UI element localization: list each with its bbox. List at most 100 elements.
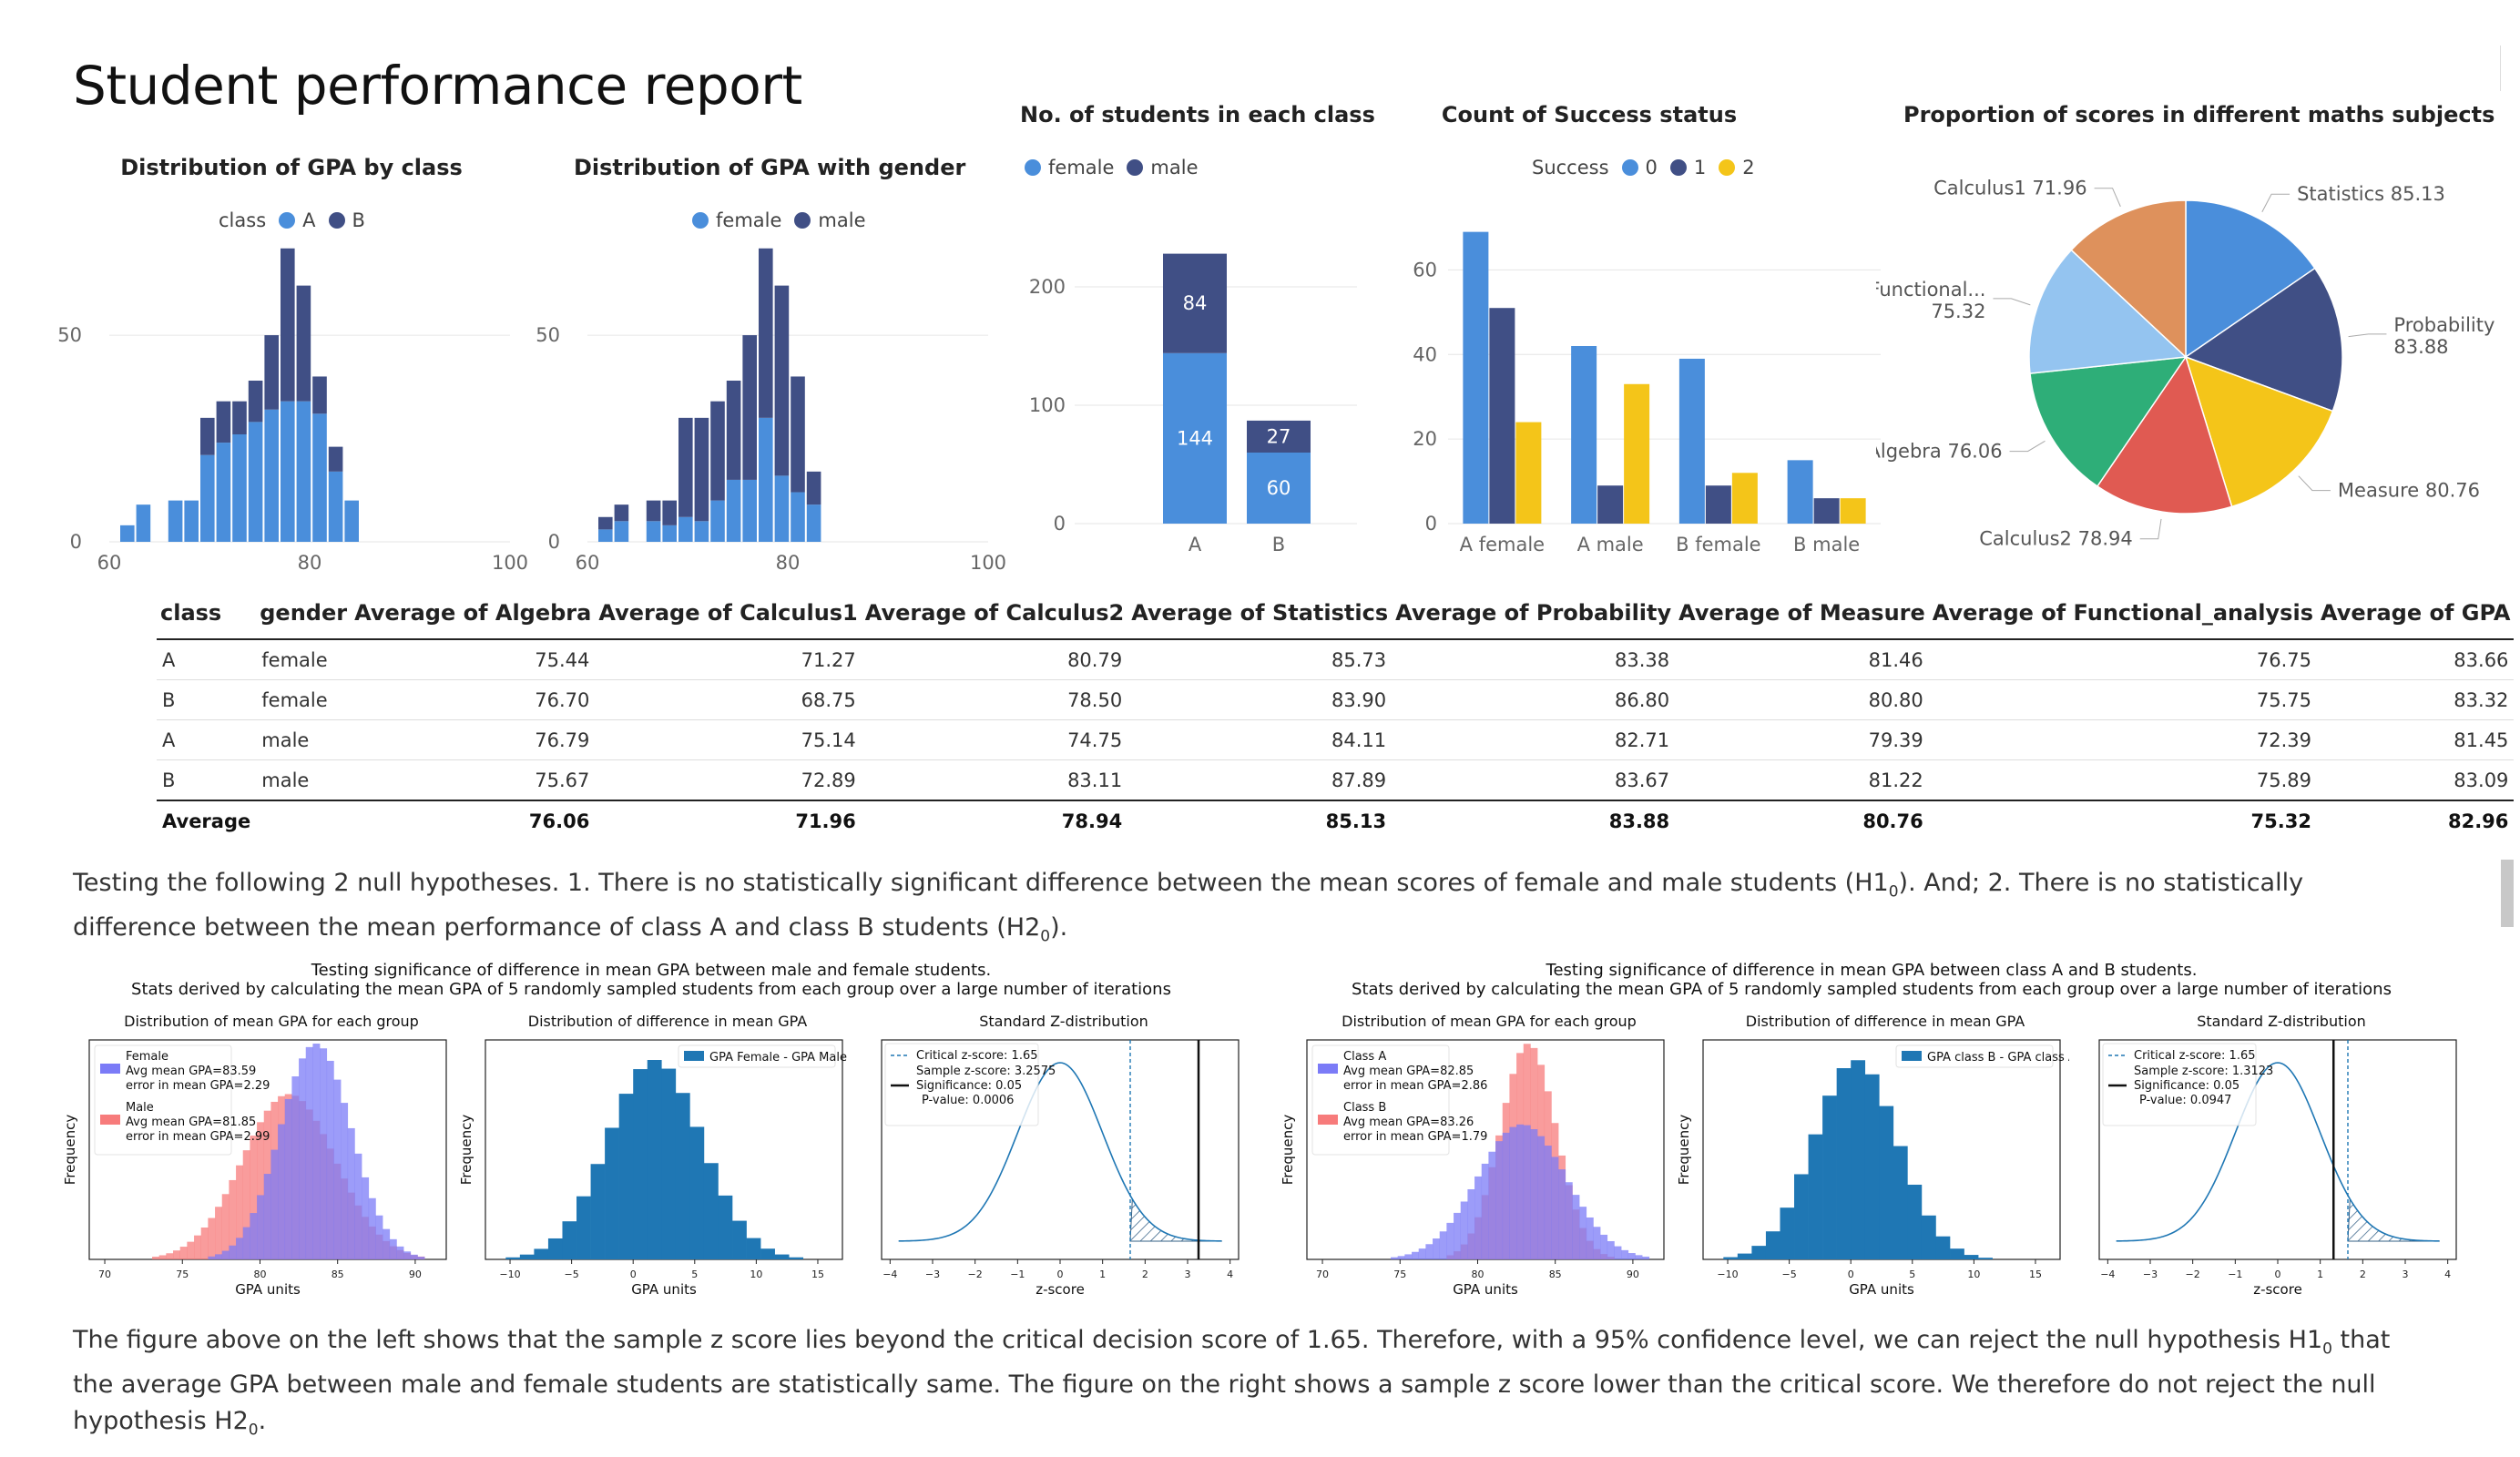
legend-item-female[interactable]: female — [716, 209, 782, 231]
column-header[interactable]: Average of Calculus2 — [861, 587, 1128, 640]
column-header[interactable]: Average of Calculus1 — [595, 587, 862, 640]
column-header[interactable]: Average of Probability — [1392, 587, 1676, 640]
legend-item-a[interactable]: A — [302, 209, 316, 231]
x-tick-label: 15 — [2029, 1269, 2042, 1280]
gpa-by-class-legend: class A B — [219, 209, 365, 231]
legend-dot-male — [794, 212, 811, 229]
hist-bar — [732, 1220, 747, 1259]
legend-item-female[interactable]: female — [1048, 157, 1115, 178]
legend-item-male[interactable]: male — [818, 209, 866, 231]
hist-bar — [1627, 1253, 1636, 1259]
hist-bar — [1978, 1258, 1993, 1259]
table-cell: 75.75 — [1928, 679, 2317, 720]
hist-bar — [242, 1150, 250, 1259]
bar-success-0 — [1571, 346, 1597, 524]
hist-bar — [1964, 1255, 1979, 1259]
bar-A — [120, 525, 135, 542]
hist-bar — [200, 1228, 209, 1259]
table-cell: B — [157, 759, 257, 801]
column-header[interactable]: Average of Statistics — [1127, 587, 1393, 640]
hist-bar — [1454, 1212, 1462, 1259]
hist-bar — [1446, 1222, 1454, 1259]
intro-sub: 0 — [1888, 882, 1899, 902]
maths-proportion-chart: Statistics 85.13 Probability 83.88 Measure … — [1876, 178, 2494, 550]
hist-bar — [1780, 1207, 1795, 1259]
column-header[interactable]: gender — [256, 587, 352, 640]
table-cell: 83.11 — [861, 759, 1128, 801]
pie-label: Functional... 75.32 — [1876, 279, 1985, 322]
hist-bar — [396, 1246, 404, 1259]
column-header[interactable]: Average of Measure — [1675, 587, 1929, 640]
legend-item-2[interactable]: 2 — [1742, 157, 1755, 178]
column-header[interactable]: class — [157, 587, 257, 640]
panel-title: Standard Z-distribution — [2197, 1013, 2366, 1030]
bar-B — [281, 248, 295, 402]
y-tick-label: 0 — [1425, 513, 1437, 535]
bar-success-1 — [1813, 498, 1840, 524]
legend-line: Avg mean GPA=81.85 — [126, 1116, 256, 1129]
table-cell: 75.14 — [595, 719, 862, 760]
x-tick-label: B female — [1676, 534, 1760, 555]
bar-success-2 — [1515, 422, 1542, 524]
bar-B — [328, 446, 343, 472]
legend-item-0[interactable]: 0 — [1645, 157, 1658, 178]
data-label: 84 — [1183, 292, 1208, 314]
hist-bar — [221, 1194, 230, 1259]
pie-slice — [2185, 199, 2316, 359]
x-tick-label: 5 — [1909, 1269, 1915, 1280]
table-total-row[interactable]: Average 76.06 71.96 78.94 85.13 83.88 80.76 75.… — [157, 800, 2515, 841]
hist-bar — [1635, 1255, 1643, 1259]
bar-B — [296, 285, 311, 402]
students-per-class-chart: 0 100 200 144 84 A 60 27 B — [1029, 253, 1357, 555]
column-header[interactable]: Average of Functional_analysis — [1928, 587, 2317, 640]
hist-bar — [1523, 1125, 1531, 1259]
hist-bar — [263, 1174, 271, 1259]
table-cell: 78.50 — [861, 679, 1128, 720]
y-tick-label: 0 — [548, 531, 560, 553]
pie-label: Probability 83.88 — [2393, 314, 2494, 358]
success-status-title: Count of Success status — [1441, 102, 1738, 127]
legend-item-male[interactable]: male — [1150, 157, 1199, 178]
y-tick-label: 200 — [1029, 276, 1066, 298]
bar-female — [1163, 352, 1227, 524]
legend-pvalue: P-value: 0.0947 — [2139, 1094, 2231, 1107]
x-tick-label: 70 — [1316, 1269, 1329, 1280]
table-cell: 72.89 — [595, 759, 862, 801]
bar-female — [662, 525, 677, 542]
x-tick-label: 75 — [176, 1269, 189, 1280]
hist-bar — [362, 1177, 370, 1259]
gender-z-dist: −4 −3 −2 −1 0 1 2 3 4 z-score Critical z-score: 1.… — [881, 1039, 1240, 1298]
column-header[interactable]: Average of Algebra — [351, 587, 596, 640]
page-title: Student performance report — [73, 55, 802, 117]
column-header[interactable]: Average of GPA — [2316, 587, 2515, 640]
x-axis-label: GPA units — [235, 1281, 301, 1298]
students-per-class-legend: female male — [1025, 157, 1199, 178]
legend-dot-b — [328, 212, 345, 229]
hist-bar — [1412, 1251, 1420, 1259]
gender-test-title: Testing significance of difference in me… — [311, 961, 992, 980]
vertical-scrollbar[interactable] — [2501, 860, 2514, 927]
x-tick-label: −2 — [968, 1269, 983, 1280]
x-tick-label: 70 — [98, 1269, 111, 1280]
intro-text: ). And; 2. There is no statistically dif… — [73, 869, 2304, 942]
legend-sample: Sample z-score: 3.2575 — [916, 1065, 1056, 1078]
panel-title: Distribution of mean GPA for each group — [124, 1013, 419, 1030]
hist-bar — [1397, 1256, 1405, 1259]
pie-leader-line — [2009, 440, 2046, 453]
hist-bar — [389, 1238, 397, 1259]
table-header-row: class gender Average of Algebra Average … — [157, 587, 2515, 640]
x-tick-label: 60 — [576, 552, 600, 574]
students-per-class-title: No. of students in each class — [1020, 102, 1375, 127]
legend-item-1[interactable]: 1 — [1693, 157, 1707, 178]
table-cell: 83.88 — [1392, 800, 1676, 841]
legend-item-b[interactable]: B — [352, 209, 365, 231]
y-tick-label: 0 — [1054, 513, 1066, 535]
x-tick-label: −10 — [1717, 1269, 1738, 1280]
hist-bar — [229, 1245, 237, 1259]
x-tick-label: 85 — [1549, 1269, 1562, 1280]
